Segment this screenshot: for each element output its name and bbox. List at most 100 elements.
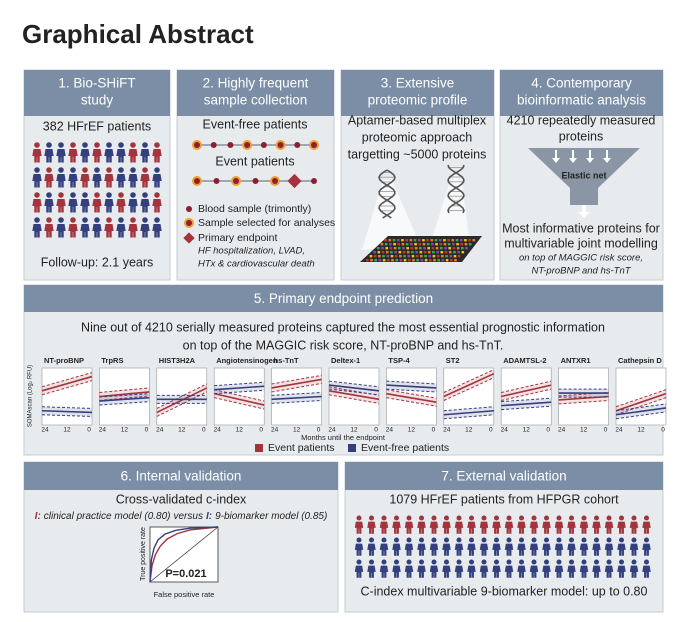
body [56, 174, 66, 188]
legend-dot [186, 220, 192, 226]
person-icon [442, 515, 451, 534]
axis-label: SOMAscan (Log₂ RFU) [28, 365, 34, 427]
body [429, 521, 439, 534]
body [92, 224, 102, 238]
band-edge [271, 382, 322, 393]
person-icon [617, 537, 626, 556]
person-icon [92, 167, 102, 188]
head [393, 515, 400, 521]
body [80, 174, 90, 188]
body [479, 565, 489, 578]
person-icon [542, 515, 551, 534]
sample-dot [194, 178, 200, 184]
head [493, 559, 500, 565]
person-icon [642, 537, 651, 556]
chip-spot [409, 239, 413, 242]
body [642, 521, 651, 534]
body [479, 543, 489, 556]
head [118, 142, 124, 148]
tick-label: 0 [489, 427, 493, 434]
trend-line [615, 407, 667, 416]
chip-spot [402, 247, 405, 250]
chip-spot [464, 243, 468, 246]
person-icon [56, 217, 66, 238]
person-icon [32, 217, 42, 238]
tick-label: 0 [604, 427, 608, 434]
head [142, 192, 148, 198]
person-icon [80, 142, 90, 163]
head [568, 537, 575, 543]
chip-spot [412, 259, 415, 262]
body [392, 543, 401, 556]
body [140, 174, 150, 188]
band-edge [214, 397, 265, 410]
tick-label: 12 [637, 427, 645, 434]
chip-spot [453, 255, 457, 258]
sample-dot [294, 142, 301, 148]
chip-spot [418, 243, 422, 246]
chip-spot [435, 247, 439, 250]
chip-spot [382, 255, 385, 258]
head [94, 142, 100, 148]
person-icon [32, 192, 42, 213]
body [68, 199, 78, 213]
mini-plot [41, 367, 93, 426]
person-icon [429, 559, 439, 578]
body [579, 521, 589, 534]
head [593, 515, 600, 521]
head [393, 559, 400, 565]
chip-spot [468, 243, 472, 246]
person-icon [504, 559, 514, 578]
chip-spot [437, 259, 440, 262]
sample-dot [233, 178, 239, 184]
head [431, 515, 437, 521]
chip-spot [450, 259, 453, 262]
chip-spot [422, 239, 425, 242]
chip-spot [444, 247, 447, 250]
person-icon [392, 559, 401, 578]
chip-spot [385, 247, 388, 250]
person-icon [454, 537, 464, 556]
tick-label: 12 [178, 427, 186, 434]
chip-spot [369, 255, 373, 258]
person-icon [80, 192, 90, 213]
diagonal [149, 526, 219, 583]
body [442, 565, 451, 578]
head [118, 192, 124, 198]
person-icon [479, 559, 489, 578]
head [406, 515, 412, 521]
band-edge [443, 414, 494, 420]
person-icon [379, 537, 389, 556]
tick-label: 12 [465, 427, 473, 434]
body [140, 199, 150, 213]
body [80, 199, 90, 213]
person-icon [592, 559, 601, 578]
person-icon [104, 192, 114, 213]
body [454, 565, 464, 578]
head [418, 515, 425, 521]
head [481, 537, 487, 543]
person-icon [80, 217, 90, 238]
mini-plot [213, 367, 265, 426]
head [130, 167, 136, 173]
light-cone [430, 175, 470, 245]
head [58, 167, 64, 173]
chip-spot [377, 247, 380, 250]
body [367, 543, 376, 556]
chip-spot [433, 259, 436, 262]
head [142, 142, 148, 148]
band-edge [443, 406, 494, 412]
chip-spot [374, 259, 377, 262]
chip-spot [432, 255, 436, 258]
chip-spot [366, 259, 369, 262]
person-icon [617, 559, 626, 578]
chip-spot [438, 239, 442, 242]
head [468, 537, 475, 543]
body [379, 565, 389, 578]
mini-plot [500, 367, 552, 426]
body [629, 543, 639, 556]
head [368, 537, 375, 543]
chip-spot [401, 243, 405, 246]
body [128, 149, 138, 163]
